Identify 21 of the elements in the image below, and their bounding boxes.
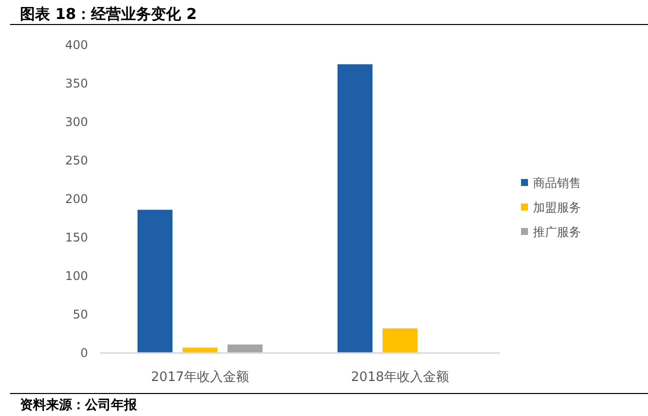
bar bbox=[228, 344, 262, 353]
y-tick-label: 50 bbox=[72, 308, 88, 322]
y-tick-label: 150 bbox=[65, 230, 88, 245]
y-tick-label: 300 bbox=[65, 115, 88, 130]
bar bbox=[138, 210, 172, 353]
y-tick-label: 100 bbox=[65, 269, 88, 284]
y-tick-label: 250 bbox=[65, 154, 88, 168]
y-tick-label: 350 bbox=[65, 76, 88, 91]
y-tick-label: 400 bbox=[65, 38, 88, 52]
legend-label: 商品销售 bbox=[533, 176, 581, 190]
bar bbox=[382, 328, 418, 353]
chart-title: 图表 18：经营业务变化 2 bbox=[20, 5, 197, 23]
y-tick-label: 200 bbox=[65, 192, 88, 206]
text: 资料来源：公司年报 bbox=[20, 398, 138, 413]
bar bbox=[182, 348, 218, 353]
legend-label: 推广服务 bbox=[533, 225, 581, 240]
legend-label: 加盟服务 bbox=[533, 200, 581, 215]
bar bbox=[338, 64, 372, 353]
x-tick-label: 2017年收入金额 bbox=[150, 370, 250, 385]
y-tick-label: 0 bbox=[80, 346, 88, 360]
x-tick-label: 2018年收入金额 bbox=[350, 370, 450, 385]
